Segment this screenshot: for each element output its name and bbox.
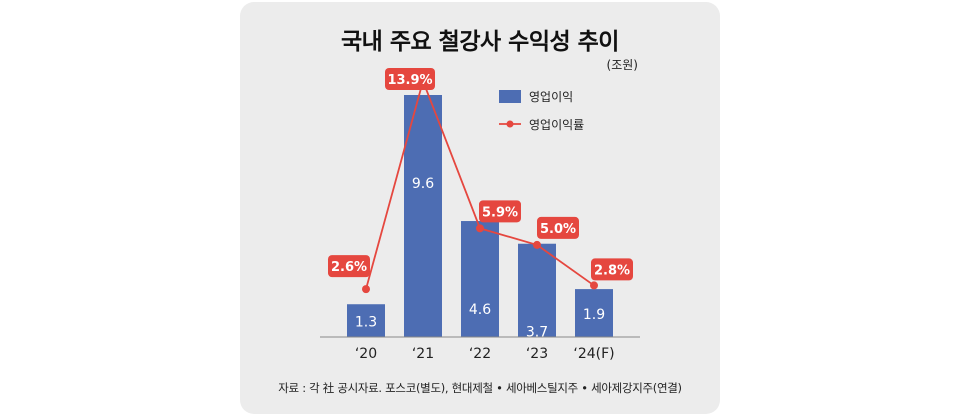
rate-point-0: [362, 285, 370, 294]
chart-card: 국내 주요 철강사 수익성 추이 (조원) 1.3 ‘20 9.6 ‘21 4.6 ‘22…: [240, 2, 720, 414]
rate-badge-0: [328, 255, 370, 278]
rate-point-2: [476, 224, 484, 233]
x-tick-label-4: ‘24(F): [573, 346, 614, 362]
rate-badge-3: [537, 216, 579, 239]
rate-point-3: [533, 240, 541, 249]
rate-point-4: [590, 281, 598, 290]
bar-value-label-0: 1.3: [355, 315, 377, 331]
bar-1: [404, 95, 442, 337]
bar-value-label-2: 4.6: [469, 302, 491, 318]
rate-label-4: 2.8%: [594, 263, 630, 278]
rate-label-0: 2.6%: [331, 260, 367, 275]
x-tick-label-2: ‘22: [469, 346, 491, 362]
rate-label-2: 5.9%: [482, 205, 518, 220]
x-tick-label-0: ‘20: [355, 346, 377, 362]
x-tick-label-3: ‘23: [526, 346, 548, 362]
rate-label-3: 5.0%: [540, 222, 576, 237]
bar-2: [461, 221, 499, 337]
legend-line-marker: [506, 120, 514, 128]
bar-4: [575, 289, 613, 337]
bar-0: [347, 304, 385, 337]
source-note: 자료 : 각 社 공시자료. 포스코(별도), 현대제철 • 세아베스틸지주 •…: [278, 381, 682, 395]
legend-bar-swatch: [499, 90, 521, 103]
rate-label-1: 13.9%: [387, 73, 432, 88]
unit-label: (조원): [606, 58, 638, 72]
rate-badge-2: [479, 200, 521, 223]
bar-value-label-3: 3.7: [526, 325, 548, 341]
bar-3: [518, 243, 556, 337]
rate-badge-1: [385, 68, 435, 90]
rate-badge-4: [591, 258, 633, 281]
legend-label-line: 영업이익률: [529, 118, 584, 132]
chart-title: 국내 주요 철강사 수익성 추이: [341, 29, 619, 55]
bar-value-label-1: 9.6: [412, 176, 434, 192]
x-tick-label-1: ‘21: [412, 346, 434, 362]
bar-value-label-4: 1.9: [583, 307, 605, 323]
chart-plot: 1.3 ‘20 9.6 ‘21 4.6 ‘22 3.7 ‘23 1.9 ‘24(F) 2.6% 13…: [320, 68, 640, 362]
legend-label-bar: 영업이익: [529, 90, 573, 104]
